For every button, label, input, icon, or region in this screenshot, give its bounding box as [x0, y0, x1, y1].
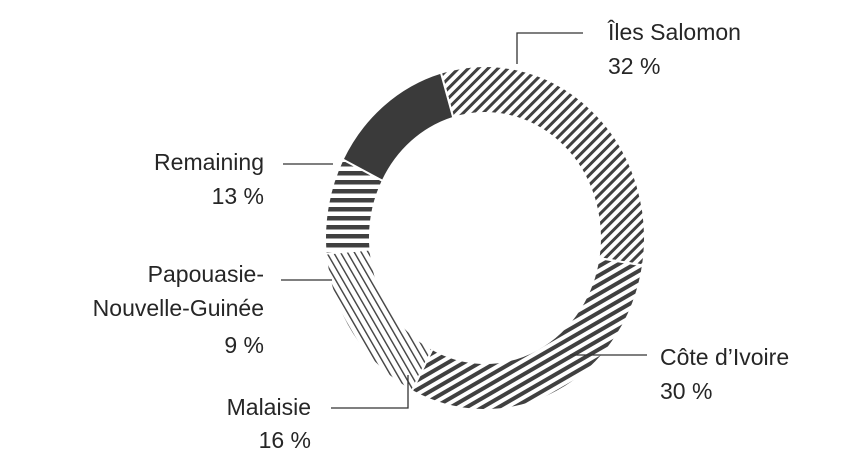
- slice-4: [341, 71, 455, 183]
- slice-label-4: Remaining: [154, 149, 264, 175]
- labels-layer: Îles Salomon 32 % Côte d’Ivoire 30 % Malaisi…: [93, 19, 789, 451]
- slice-percent-3: 9 %: [224, 332, 264, 358]
- slice-0: [439, 65, 646, 267]
- leaders-layer: [281, 32, 647, 409]
- slice-label-0: Îles Salomon: [607, 19, 741, 45]
- slice-2: [324, 248, 434, 393]
- slice-percent-0: 32 %: [608, 53, 660, 79]
- slice-label-2: Malaisie: [227, 394, 311, 420]
- slices-layer: [324, 65, 646, 411]
- slice-percent-2: 16 %: [259, 427, 311, 451]
- leader-line-0: [516, 32, 583, 64]
- slice-label-3-line-0: Papouasie-: [148, 261, 264, 287]
- slice-label-3-line-1: Nouvelle-Guinée: [93, 295, 264, 321]
- slice-label-1: Côte d’Ivoire: [660, 344, 789, 370]
- slice-1: [410, 256, 645, 411]
- slice-percent-1: 30 %: [660, 378, 712, 404]
- slice-percent-4: 13 %: [212, 183, 264, 209]
- leader-line-2: [331, 375, 409, 409]
